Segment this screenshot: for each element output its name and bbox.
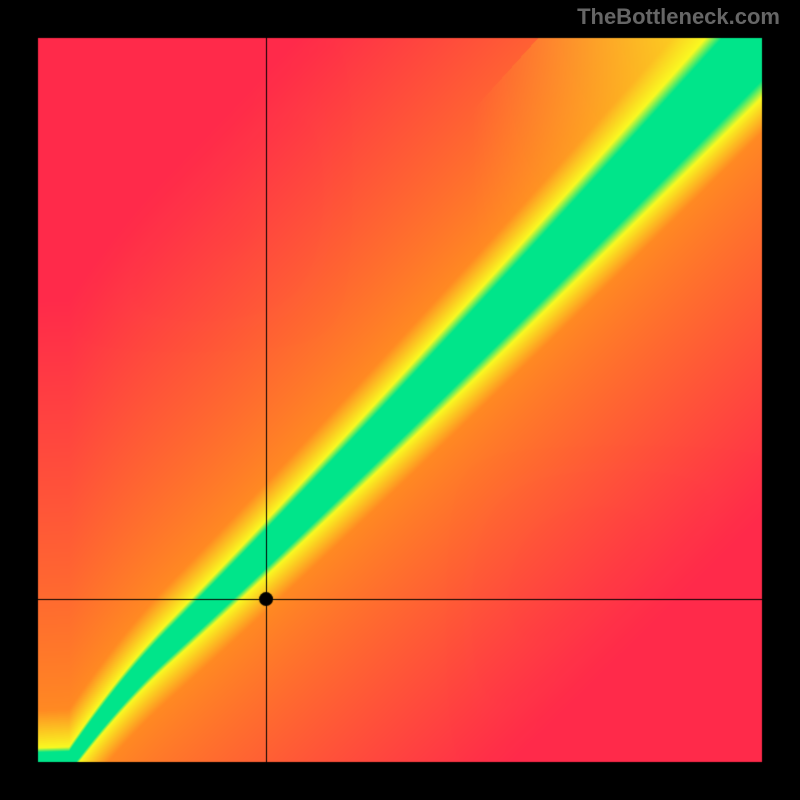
watermark-text: TheBottleneck.com	[577, 4, 780, 30]
chart-container: TheBottleneck.com	[0, 0, 800, 800]
heatmap-canvas	[0, 0, 800, 800]
